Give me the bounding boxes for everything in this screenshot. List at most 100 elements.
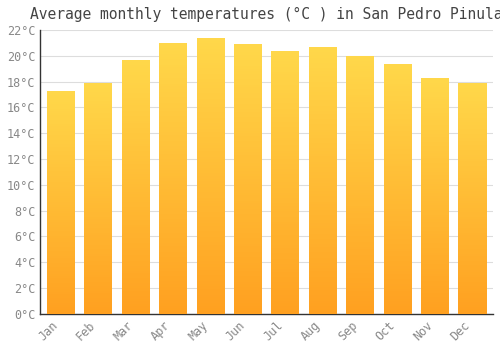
Bar (47, 218, 75, 220)
Bar (159, 149, 187, 151)
Bar (84, 254, 112, 256)
Bar (196, 137, 224, 140)
Bar (421, 182, 449, 184)
Bar (458, 212, 486, 215)
Bar (384, 69, 411, 71)
Bar (196, 65, 224, 68)
Bar (47, 285, 75, 287)
Bar (159, 173, 187, 176)
Bar (159, 157, 187, 160)
Bar (122, 78, 150, 80)
Bar (47, 272, 75, 274)
Bar (346, 66, 374, 69)
Bar (384, 211, 411, 214)
Bar (196, 190, 224, 193)
Bar (458, 245, 486, 247)
Bar (84, 132, 112, 134)
Bar (458, 210, 486, 212)
Bar (196, 96, 224, 99)
Bar (384, 96, 411, 99)
Bar (196, 308, 224, 311)
Bar (384, 261, 411, 264)
Bar (47, 173, 75, 175)
Bar (346, 177, 374, 180)
Bar (47, 303, 75, 305)
Bar (47, 227, 75, 229)
Bar (122, 296, 150, 299)
Bar (234, 311, 262, 314)
Bar (309, 79, 337, 82)
Bar (122, 202, 150, 205)
Bar (272, 238, 299, 240)
Bar (196, 206, 224, 209)
Bar (421, 132, 449, 134)
Bar (84, 173, 112, 175)
Bar (84, 256, 112, 258)
Bar (309, 258, 337, 260)
Bar (346, 185, 374, 188)
Bar (421, 118, 449, 120)
Bar (272, 58, 299, 61)
Bar (159, 108, 187, 111)
Bar (47, 225, 75, 227)
Bar (84, 263, 112, 265)
Bar (122, 67, 150, 70)
Bar (234, 50, 262, 52)
Bar (84, 215, 112, 217)
Bar (159, 200, 187, 203)
Bar (234, 276, 262, 279)
Bar (159, 244, 187, 246)
Bar (159, 81, 187, 84)
Bar (384, 264, 411, 266)
Bar (47, 298, 75, 301)
Bar (47, 276, 75, 278)
Bar (384, 269, 411, 271)
Bar (384, 229, 411, 231)
Bar (346, 288, 374, 290)
Bar (84, 111, 112, 113)
Bar (421, 165, 449, 168)
Bar (159, 119, 187, 121)
Bar (196, 104, 224, 107)
Bar (421, 257, 449, 260)
Bar (47, 280, 75, 283)
Bar (272, 82, 299, 85)
Bar (47, 142, 75, 144)
Bar (122, 179, 150, 182)
Bar (159, 195, 187, 197)
Bar (272, 148, 299, 151)
Bar (234, 273, 262, 276)
Bar (384, 246, 411, 249)
Bar (309, 234, 337, 237)
Bar (346, 250, 374, 252)
Bar (346, 144, 374, 146)
Bar (159, 260, 187, 262)
Bar (47, 262, 75, 265)
Bar (384, 129, 411, 131)
Bar (346, 115, 374, 118)
Bar (458, 298, 486, 300)
Bar (122, 172, 150, 174)
Bar (159, 254, 187, 257)
Bar (234, 125, 262, 128)
Bar (84, 129, 112, 132)
Bar (47, 243, 75, 245)
Bar (159, 138, 187, 140)
Bar (458, 159, 486, 161)
Bar (159, 59, 187, 62)
Bar (309, 127, 337, 130)
Bar (346, 244, 374, 247)
Bar (309, 290, 337, 293)
Bar (309, 146, 337, 148)
Bar (272, 53, 299, 56)
Bar (234, 82, 262, 85)
Bar (458, 224, 486, 226)
Bar (458, 268, 486, 270)
Bar (234, 254, 262, 257)
Bar (159, 311, 187, 314)
Bar (122, 281, 150, 284)
Bar (384, 169, 411, 171)
Bar (272, 119, 299, 122)
Bar (122, 146, 150, 149)
Bar (84, 201, 112, 203)
